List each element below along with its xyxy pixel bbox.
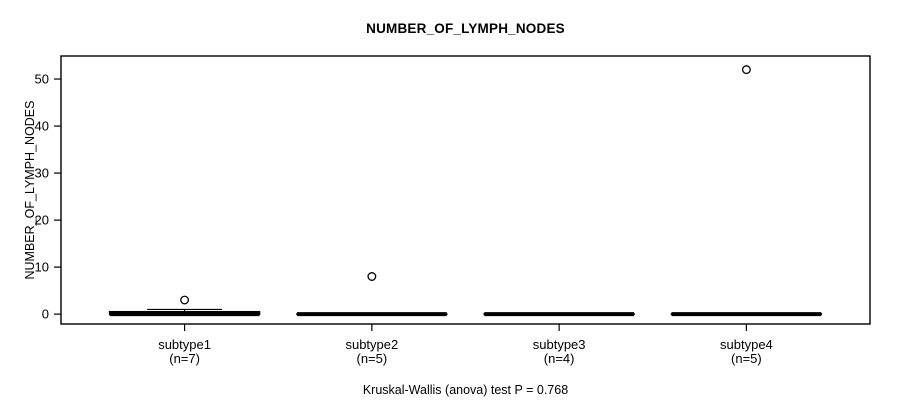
y-axis-tick-label: 30	[35, 166, 49, 181]
x-axis-group-label: subtype2	[345, 337, 398, 352]
kruskal-wallis-annotation: Kruskal-Wallis (anova) test P = 0.768	[362, 383, 569, 397]
outlier-point	[180, 295, 190, 305]
x-axis-group-sublabel: (n=7)	[169, 351, 200, 366]
y-axis-tick-label: 40	[35, 119, 49, 134]
y-axis-tick-label: 0	[42, 307, 49, 322]
y-axis-tick-label: 20	[35, 213, 49, 228]
chart-title: NUMBER_OF_LYMPH_NODES	[366, 21, 565, 36]
x-axis-group-sublabel: (n=5)	[357, 351, 388, 366]
x-axis-group-label: subtype4	[720, 337, 773, 352]
outlier-point	[741, 65, 751, 75]
x-axis-group-label: subtype3	[533, 337, 586, 352]
x-axis-group-sublabel: (n=5)	[731, 351, 762, 366]
y-axis-tick-label: 50	[35, 72, 49, 87]
outlier-point	[367, 272, 377, 281]
y-axis-tick-label: 10	[35, 260, 49, 275]
x-axis-group-label: subtype1	[158, 337, 211, 352]
x-axis-group-sublabel: (n=4)	[544, 351, 575, 366]
plot-border	[60, 55, 871, 325]
